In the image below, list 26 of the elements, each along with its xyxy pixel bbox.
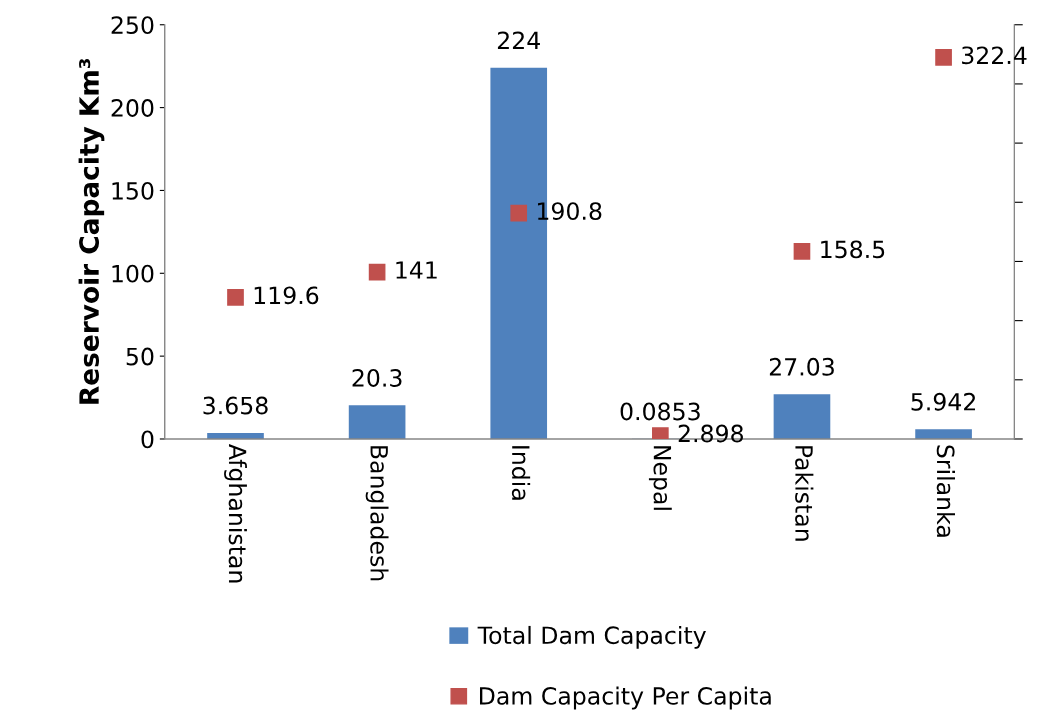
data-label: 20.3 [352,369,402,387]
y-tick-label: 150 [112,181,154,200]
y-tick-label: 0 [141,430,154,449]
x-tick-label: Pakistan [795,446,814,541]
data-label: 5.942 [911,392,976,411]
data-label: 224 [497,31,540,50]
y-tick-label: 200 [111,99,154,117]
y-axis-title: Reservoir Capacity Km³ [78,59,105,404]
x-tick-label: Nepal [648,446,672,510]
data-label: 322.4 [962,46,1027,65]
data-label: 3.658 [203,396,268,415]
x-tick-label: India [511,446,531,500]
data-label: 158.5 [821,240,885,259]
x-tick-label: Bangladesh [365,446,389,581]
data-label: 0.0853 [620,402,700,421]
data-label: 27.03 [769,357,834,376]
data-label: 119.6 [254,286,319,305]
legend-label: Total Dam Capacity [477,625,706,649]
y-tick-label: 100 [112,264,154,283]
y-tick-label: 50 [126,347,154,366]
x-tick-label: Afghanistan [224,444,247,583]
x-tick-label: Srilanka [936,445,955,537]
y-tick-label: 250 [111,16,154,35]
data-label: 2.898 [678,424,743,443]
legend-label: Dam Capacity Per Capita [480,686,771,710]
data-label: 141 [396,261,437,279]
